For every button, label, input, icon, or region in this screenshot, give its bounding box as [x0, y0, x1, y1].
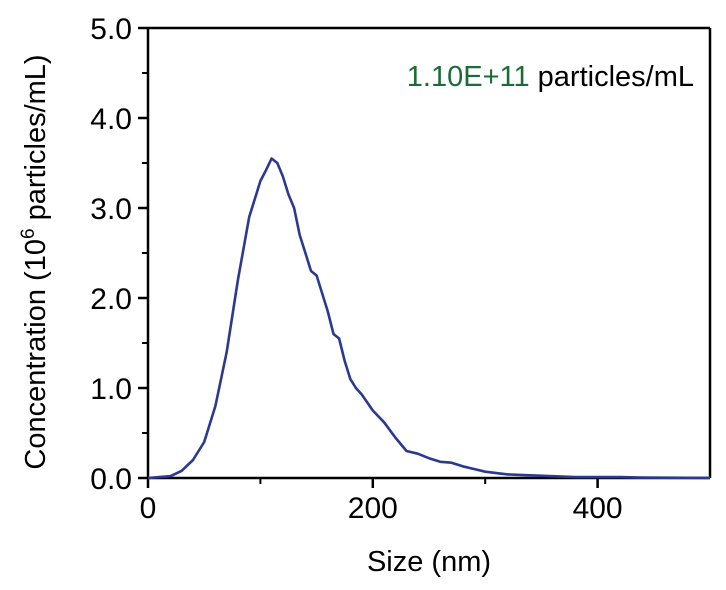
y-axis-title-superscript: 6 [18, 228, 39, 239]
x-tick-label: 400 [573, 492, 623, 525]
plot-area [146, 26, 712, 480]
y-tick-label: 4.0 [90, 103, 132, 136]
y-tick-label: 0.0 [90, 463, 132, 496]
x-tick-label: 0 [140, 492, 157, 525]
x-axis-title: Size (nm) [367, 546, 491, 578]
ticks: 0.0 1.0 2.0 3.0 4.0 5.0 0 200 400 [90, 13, 622, 525]
annotation-value: 1.10E+11 [407, 61, 530, 93]
y-axis-title-prefix: Concentration (10 [20, 239, 52, 470]
y-axis-title-suffix: particles/mL) [20, 54, 52, 228]
series-layer [147, 157, 711, 480]
y-tick-label: 2.0 [90, 283, 132, 316]
annotation-unit: particles/mL [530, 61, 694, 93]
y-tick-label: 5.0 [90, 13, 132, 46]
y-tick-label: 3.0 [90, 193, 132, 226]
series-line [147, 157, 711, 480]
x-tick-label: 200 [348, 492, 398, 525]
y-axis-title: Concentration (106 particles/mL) [18, 54, 52, 469]
y-tick-label: 1.0 [90, 373, 132, 406]
annotation: 1.10E+11 particles/mL [407, 61, 694, 93]
